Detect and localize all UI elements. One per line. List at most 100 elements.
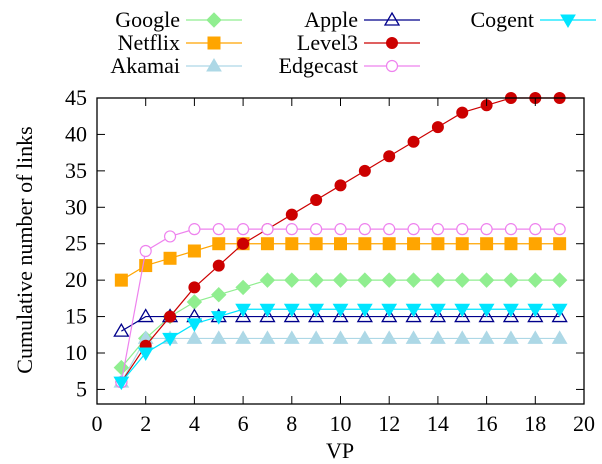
- data-point-cogent: [332, 303, 349, 318]
- data-point-level3: [383, 150, 396, 163]
- data-point-cogent: [162, 332, 178, 347]
- data-point-akamai: [551, 330, 568, 344]
- x-tick-label: 12: [378, 411, 400, 436]
- data-point-netflix: [334, 237, 347, 251]
- data-point-akamai: [283, 330, 300, 344]
- data-point-edgecast: [358, 223, 371, 236]
- data-point-netflix: [114, 273, 128, 287]
- data-point-apple: [113, 322, 130, 337]
- data-point-edgecast: [212, 223, 225, 236]
- data-point-apple: [454, 308, 471, 323]
- legend-label-edgecast: Edgecast: [279, 53, 358, 78]
- x-tick-label: 8: [286, 411, 297, 436]
- y-tick-label: 5: [76, 376, 87, 401]
- data-point-google: [186, 294, 203, 310]
- data-point-apple: [502, 308, 520, 323]
- data-point-level3: [188, 281, 201, 294]
- legend-marker-apple: [383, 11, 401, 26]
- data-point-cogent: [356, 303, 373, 318]
- x-tick-label: 4: [189, 411, 200, 436]
- data-point-akamai: [527, 330, 544, 344]
- legend-label-netflix: Netflix: [118, 30, 180, 55]
- data-point-akamai: [503, 330, 519, 344]
- data-point-level3: [334, 179, 347, 192]
- y-tick-label: 15: [65, 304, 87, 329]
- series-google-line: [120, 279, 560, 368]
- data-point-apple: [308, 308, 325, 323]
- data-point-level3: [212, 259, 225, 272]
- data-point-google: [478, 272, 495, 288]
- y-tick-label: 25: [65, 231, 87, 256]
- series-layer: [113, 92, 568, 391]
- data-point-google: [332, 272, 349, 288]
- data-point-edgecast: [261, 223, 274, 236]
- data-point-cogent: [210, 311, 227, 325]
- data-point-netflix: [163, 251, 177, 265]
- y-axis-label: Cumulative number of links: [12, 126, 37, 373]
- data-point-level3: [237, 237, 250, 250]
- data-point-cogent: [551, 303, 568, 318]
- data-point-akamai: [259, 330, 276, 344]
- x-tick-label: 2: [140, 411, 151, 436]
- data-point-google: [405, 272, 422, 288]
- data-point-akamai: [381, 330, 398, 344]
- data-point-apple: [429, 308, 447, 323]
- data-point-edgecast: [480, 223, 493, 236]
- data-point-edgecast: [188, 223, 201, 236]
- data-point-level3: [456, 106, 469, 119]
- data-point-akamai: [186, 330, 203, 344]
- legend-marker-cogent: [560, 14, 576, 28]
- data-point-netflix: [358, 237, 372, 251]
- data-point-google: [308, 272, 324, 288]
- data-point-cogent: [503, 303, 519, 318]
- data-point-apple: [527, 308, 544, 323]
- data-point-edgecast: [431, 223, 444, 236]
- data-point-netflix: [407, 237, 421, 251]
- data-point-apple: [478, 308, 495, 323]
- data-point-edgecast: [504, 223, 518, 236]
- data-point-google: [259, 272, 276, 288]
- data-point-netflix: [187, 244, 201, 258]
- data-point-akamai: [430, 330, 446, 344]
- data-point-akamai: [405, 330, 422, 344]
- series-cogent-line: [120, 308, 560, 383]
- legend-label-cogent: Cogent: [470, 7, 534, 32]
- data-point-akamai: [235, 330, 251, 344]
- data-point-google: [454, 272, 470, 288]
- y-tick-label: 20: [65, 267, 87, 292]
- data-point-edgecast: [163, 230, 177, 243]
- data-point-edgecast: [383, 223, 396, 236]
- data-point-akamai: [356, 330, 373, 344]
- data-point-cogent: [137, 347, 154, 361]
- data-point-netflix: [212, 237, 226, 251]
- legend-marker-google: [206, 12, 222, 28]
- legend-marker-akamai: [206, 58, 222, 72]
- data-point-edgecast: [407, 223, 420, 236]
- data-point-apple: [356, 308, 373, 323]
- legend-marker-level3: [386, 37, 398, 49]
- legend-item-google: Google: [115, 7, 242, 32]
- data-point-netflix: [528, 237, 542, 251]
- data-point-netflix: [285, 237, 299, 251]
- data-point-edgecast: [237, 223, 250, 236]
- x-tick-label: 18: [524, 411, 546, 436]
- data-point-edgecast: [529, 223, 542, 236]
- legend-marker-edgecast: [385, 59, 399, 73]
- series-google: [113, 272, 568, 376]
- series-akamai: [113, 330, 568, 388]
- data-point-edgecast: [553, 223, 566, 236]
- data-point-apple: [283, 308, 300, 323]
- data-point-cogent: [405, 303, 422, 318]
- data-point-level3: [285, 208, 298, 221]
- data-point-google: [527, 272, 544, 288]
- x-tick-label: 14: [427, 411, 449, 436]
- data-point-netflix: [139, 259, 153, 273]
- data-point-level3: [431, 121, 444, 134]
- legend-item-edgecast: Edgecast: [279, 53, 420, 78]
- data-point-cogent: [527, 303, 544, 318]
- x-axis-label: VP: [326, 438, 354, 463]
- data-point-edgecast: [285, 223, 298, 236]
- data-point-cogent: [113, 376, 130, 391]
